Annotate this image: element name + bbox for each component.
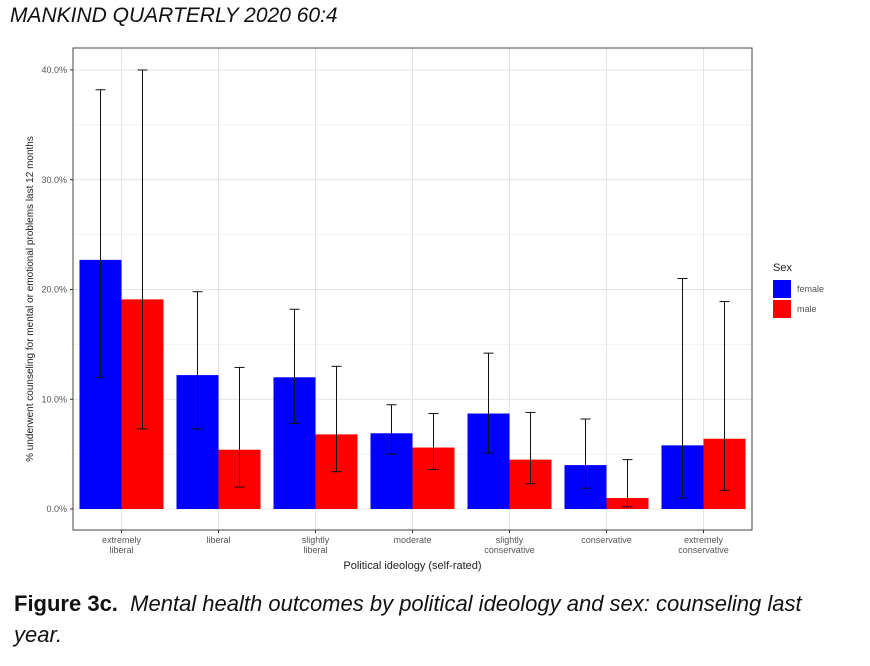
- y-axis-ticks: 0.0% 10.0% 20.0% 30.0% 40.0%: [41, 65, 73, 514]
- caption-label: Figure 3c.: [14, 591, 118, 616]
- y-tick-label: 40.0%: [41, 65, 67, 75]
- legend: Sex female male: [773, 262, 824, 318]
- x-tick-label: slightly liberal: [302, 535, 330, 555]
- y-axis-title: % underwent counseling for mental or emo…: [25, 136, 36, 462]
- y-tick-label: 30.0%: [41, 175, 67, 185]
- legend-label-male: male: [797, 304, 817, 314]
- legend-title: Sex: [773, 262, 792, 274]
- figure-caption: Figure 3c. Mental health outcomes by pol…: [14, 588, 854, 650]
- legend-label-female: female: [797, 284, 824, 294]
- legend-swatch-female: [773, 280, 791, 298]
- y-tick-label: 0.0%: [46, 504, 67, 514]
- caption-text: Mental health outcomes by political ideo…: [14, 591, 802, 647]
- x-axis-title: Political ideology (self-rated): [343, 560, 481, 572]
- x-axis-ticks: extremely liberal liberal slightly liberal mo…: [102, 530, 729, 555]
- x-tick-label: conservative: [581, 535, 632, 545]
- bar-chart: 0.0% 10.0% 20.0% 30.0% 40.0% extremely libera…: [25, 47, 824, 572]
- x-tick-label: moderate: [393, 535, 431, 545]
- y-tick-label: 20.0%: [41, 285, 67, 295]
- x-tick-label: extremely liberal: [102, 535, 142, 555]
- journal-header: MANKIND QUARTERLY 2020 60:4: [10, 4, 338, 27]
- y-tick-label: 10.0%: [41, 394, 67, 404]
- error-bars: [95, 69, 730, 508]
- x-tick-label: slightly conservative: [484, 535, 535, 555]
- x-tick-label: liberal: [206, 535, 230, 545]
- legend-swatch-male: [773, 300, 791, 318]
- x-tick-label: extremely conservative: [678, 535, 729, 555]
